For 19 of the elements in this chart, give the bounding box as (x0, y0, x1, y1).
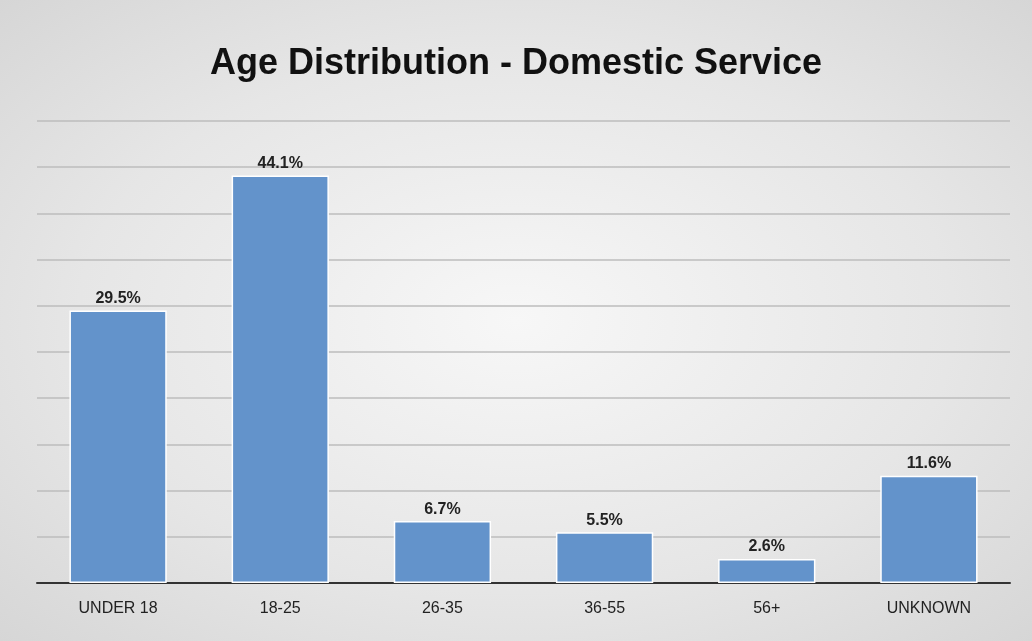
bar (555, 532, 654, 583)
bar (880, 475, 978, 583)
data-label: 29.5% (95, 288, 141, 306)
x-tick-label: UNKNOWN (886, 598, 972, 616)
bar (69, 310, 167, 583)
bar (718, 558, 816, 583)
x-tick-label: UNDER 18 (78, 598, 158, 616)
x-tick-label: 36-55 (584, 598, 626, 616)
chart-title: Age Distribution - Domestic Service (209, 40, 823, 82)
data-label: 2.6% (748, 537, 785, 555)
data-label: 44.1% (257, 154, 303, 172)
data-label: 5.5% (586, 510, 623, 528)
bar (231, 175, 329, 583)
x-tick-label: 56+ (753, 598, 781, 616)
x-tick-label: 26-35 (421, 598, 463, 616)
x-tick-label: 18-25 (259, 598, 301, 616)
data-label: 6.7% (424, 499, 461, 517)
data-label: 11.6% (906, 454, 952, 472)
bar (393, 521, 492, 583)
